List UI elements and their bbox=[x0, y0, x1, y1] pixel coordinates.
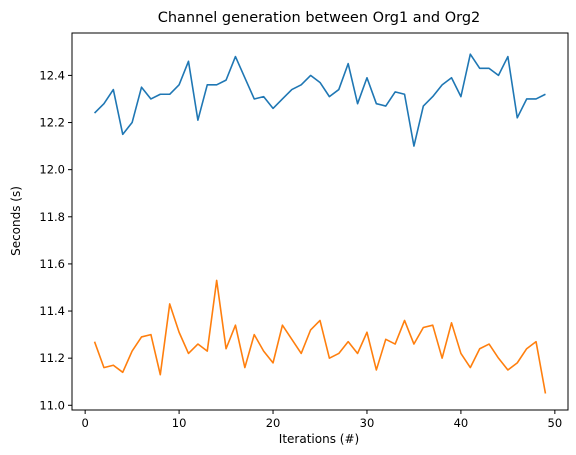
x-tick-label: 50 bbox=[548, 416, 563, 430]
chart-title: Channel generation between Org1 and Org2 bbox=[158, 10, 481, 26]
y-tick-label: 11.8 bbox=[39, 210, 65, 224]
y-tick-label: 12.2 bbox=[39, 116, 65, 130]
y-tick-label: 12.4 bbox=[39, 68, 65, 82]
x-tick-label: 40 bbox=[454, 416, 469, 430]
x-tick-label: 30 bbox=[360, 416, 375, 430]
y-tick-label: 12.0 bbox=[39, 163, 65, 177]
y-tick-label: 11.2 bbox=[39, 351, 65, 365]
x-tick-label: 0 bbox=[81, 416, 88, 430]
series-line-1 bbox=[93, 53, 546, 147]
series-layer bbox=[93, 53, 547, 394]
plot-frame bbox=[71, 32, 569, 411]
y-tick-label: 11.4 bbox=[39, 304, 65, 318]
tick-marks: 0 10 20 30 40 50 11.0 11.2 11.4 11.6 11.8 12.0 12.2 1… bbox=[39, 68, 562, 430]
x-tick-label: 20 bbox=[266, 416, 281, 430]
x-axis-label: Iterations (#) bbox=[279, 432, 359, 446]
y-tick-label: 11.6 bbox=[39, 257, 65, 271]
x-tick-label: 10 bbox=[172, 416, 187, 430]
y-tick-label: 11.0 bbox=[39, 398, 65, 412]
y-axis-label: Seconds (s) bbox=[9, 186, 23, 256]
series-line-2 bbox=[93, 279, 547, 394]
